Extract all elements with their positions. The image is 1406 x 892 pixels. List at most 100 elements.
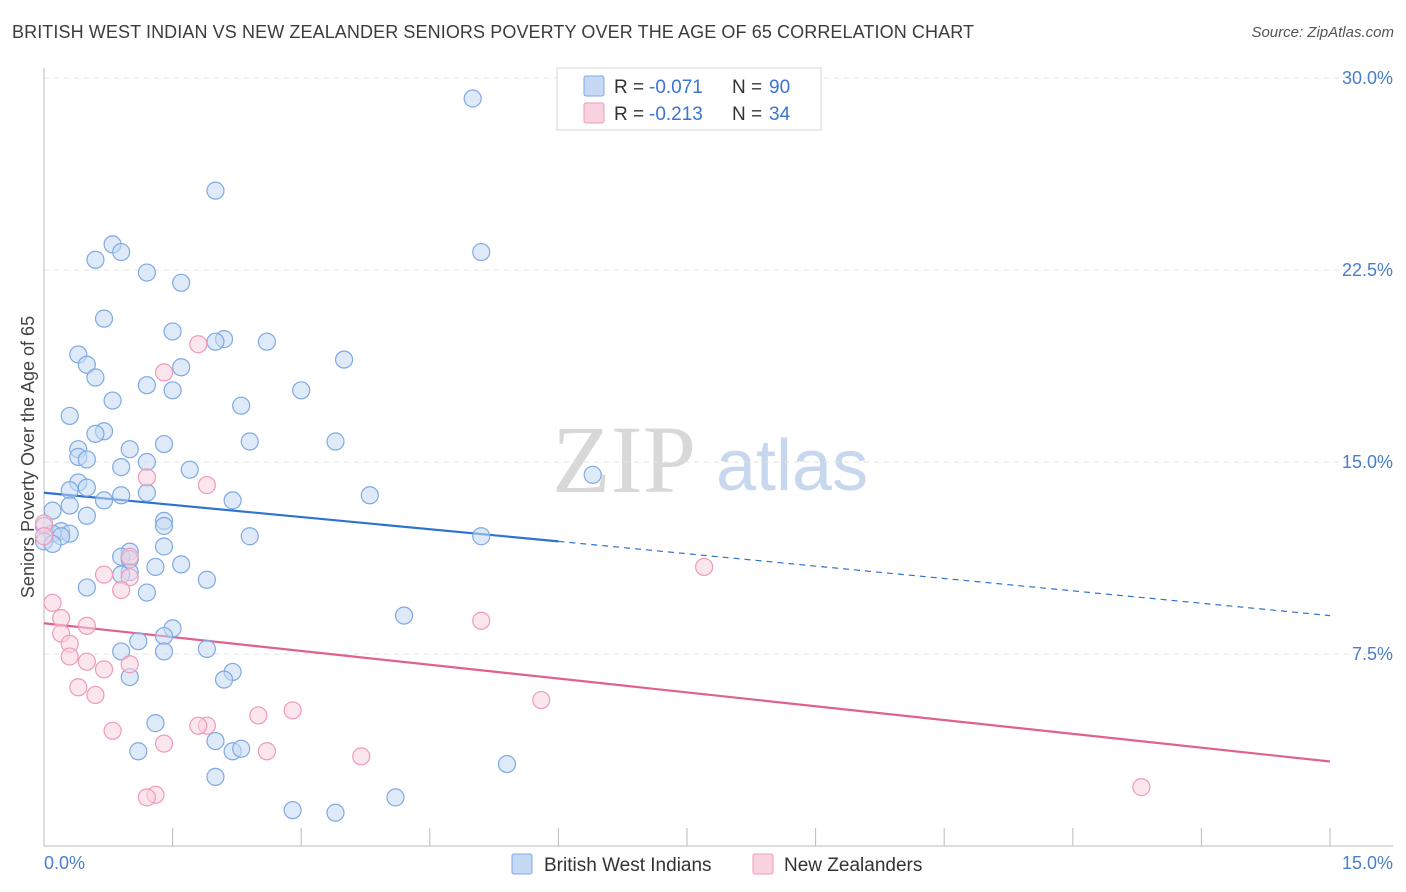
point-new-zealanders (154, 734, 174, 753)
point-british-west-indians (197, 639, 216, 658)
point-british-west-indians (163, 322, 182, 341)
point-new-zealanders (1132, 778, 1151, 797)
stats-r-value-pink: -0.213 (649, 104, 703, 125)
point-british-west-indians (206, 181, 225, 200)
legend-label-british-west-indians: British West Indians (544, 855, 712, 876)
trend-lines (43, 491, 1331, 763)
y-tick-labels: 7.5% 15.0% 22.5% 30.0% (1342, 68, 1393, 664)
point-british-west-indians (129, 742, 148, 761)
stats-n-value-blue: 90 (769, 77, 790, 98)
point-british-west-indians (206, 767, 225, 786)
legend-swatch-british-west-indians (511, 853, 533, 875)
point-new-zealanders (472, 611, 491, 630)
point-british-west-indians (206, 731, 225, 751)
watermark-zip: ZIP (552, 406, 696, 513)
y-tick-label: 22.5% (1342, 260, 1393, 280)
point-new-zealanders (52, 609, 71, 628)
stats-r-label-pink: R = (614, 104, 644, 125)
stats-swatch-blue (583, 75, 605, 97)
point-new-zealanders (77, 616, 96, 635)
point-new-zealanders (352, 747, 371, 766)
legend-swatch-new-zealanders (752, 853, 774, 875)
point-new-zealanders (257, 742, 277, 761)
axes (43, 68, 1393, 847)
point-british-west-indians (223, 491, 242, 510)
stats-r-label-blue: R = (614, 77, 644, 98)
point-british-west-indians (86, 250, 105, 269)
point-british-west-indians (172, 555, 191, 574)
point-british-west-indians (497, 754, 517, 774)
gridlines (44, 77, 1393, 655)
point-british-west-indians (77, 450, 96, 469)
point-british-west-indians (60, 406, 79, 426)
point-new-zealanders (137, 788, 156, 807)
point-new-zealanders (120, 655, 139, 674)
point-british-west-indians (326, 432, 345, 451)
point-british-west-indians (163, 381, 182, 400)
x-tick-label-max: 15.0% (1342, 853, 1393, 873)
point-british-west-indians (60, 496, 79, 515)
legend-label-new-zealanders: New Zealanders (784, 855, 922, 876)
point-british-west-indians (206, 332, 225, 351)
stats-n-label-blue: N = (732, 77, 762, 98)
point-british-west-indians (60, 481, 79, 500)
point-new-zealanders (249, 706, 268, 725)
point-british-west-indians (112, 458, 131, 477)
point-new-zealanders (283, 701, 302, 720)
chart-title: BRITISH WEST INDIAN VS NEW ZEALANDER SEN… (12, 22, 975, 42)
point-new-zealanders (112, 580, 131, 600)
point-british-west-indians (86, 424, 105, 443)
point-british-west-indians (94, 491, 114, 510)
point-british-west-indians (154, 642, 174, 661)
point-british-west-indians (112, 242, 131, 262)
stats-n-label-pink: N = (732, 104, 762, 125)
y-tick-label: 30.0% (1342, 68, 1393, 88)
point-british-west-indians (77, 355, 96, 374)
point-new-zealanders (197, 475, 216, 495)
point-new-zealanders (77, 652, 96, 671)
point-british-west-indians (472, 242, 491, 262)
point-british-west-indians (77, 578, 96, 597)
point-british-west-indians (86, 368, 105, 387)
point-british-west-indians (283, 801, 302, 820)
source-credit: Source: ZipAtlas.com (1251, 24, 1394, 41)
point-british-west-indians (112, 486, 131, 505)
point-british-west-indians (257, 332, 277, 351)
point-british-west-indians (360, 486, 379, 505)
point-new-zealanders (120, 568, 139, 587)
point-new-zealanders (34, 527, 54, 546)
y-tick-label: 7.5% (1352, 644, 1393, 664)
point-british-west-indians (103, 391, 122, 410)
stats-r-value-blue: -0.071 (649, 77, 703, 98)
point-british-west-indians (137, 263, 156, 282)
point-british-west-indians (154, 516, 174, 536)
point-british-west-indians (172, 273, 191, 292)
point-british-west-indians (214, 670, 234, 689)
point-british-west-indians (394, 606, 414, 625)
point-british-west-indians (232, 396, 251, 415)
point-british-west-indians (240, 527, 259, 546)
point-british-west-indians (154, 537, 174, 556)
point-british-west-indians (129, 632, 148, 651)
point-british-west-indians (197, 570, 216, 589)
point-british-west-indians (120, 440, 139, 459)
point-british-west-indians (463, 89, 482, 108)
point-british-west-indians (154, 626, 174, 646)
point-british-west-indians (172, 358, 191, 377)
point-british-west-indians (326, 803, 345, 822)
y-tick-label: 15.0% (1342, 452, 1393, 472)
point-new-zealanders (137, 468, 156, 487)
point-british-west-indians (94, 309, 114, 328)
point-new-zealanders (120, 547, 139, 566)
point-british-west-indians (146, 714, 165, 733)
point-british-west-indians (472, 527, 491, 546)
point-british-west-indians (232, 739, 251, 758)
stats-swatch-pink (583, 102, 605, 124)
point-new-zealanders (532, 690, 551, 710)
point-new-zealanders (189, 335, 208, 354)
y-axis-label: Seniors Poverty Over the Age of 65 (18, 316, 38, 598)
point-british-west-indians (137, 376, 156, 395)
point-british-west-indians (137, 452, 156, 472)
point-british-west-indians (154, 434, 174, 454)
